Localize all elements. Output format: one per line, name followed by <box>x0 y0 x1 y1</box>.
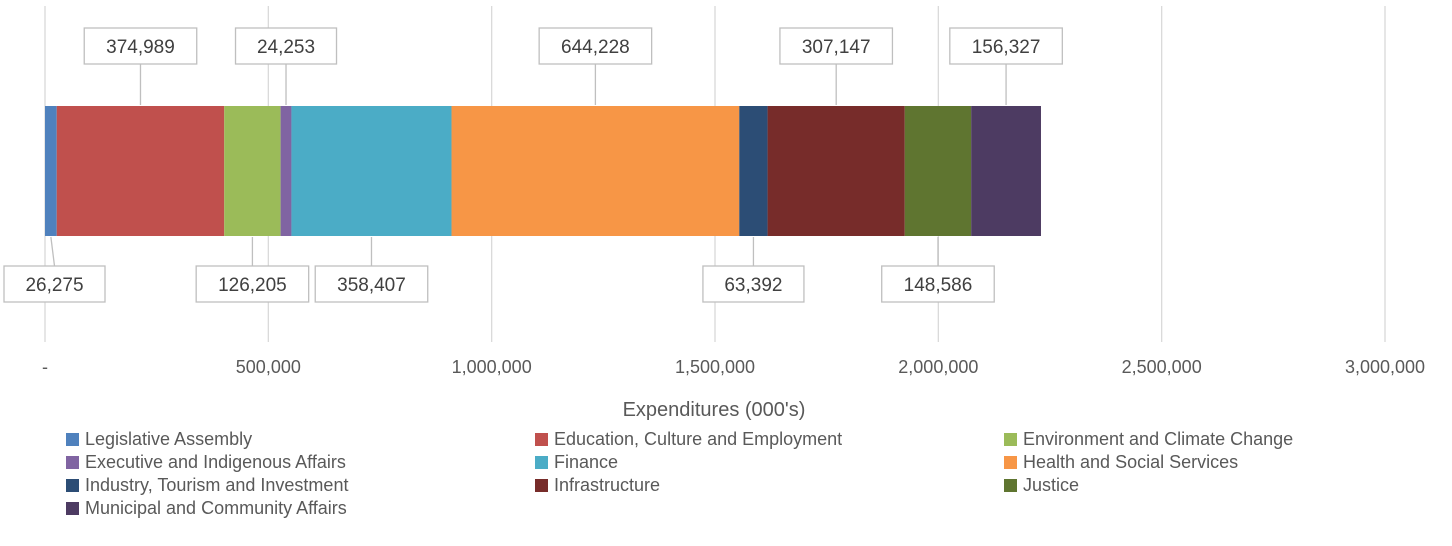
data-label: 156,327 <box>972 37 1041 58</box>
bar-segment <box>739 106 768 236</box>
data-label: 24,253 <box>257 37 315 58</box>
legend-label: Health and Social Services <box>1023 452 1238 472</box>
x-tick-label: 3,000,000 <box>1345 357 1425 377</box>
legend-item: Justice <box>1004 475 1079 495</box>
bar-segment <box>451 106 740 236</box>
bar-segment <box>904 106 972 236</box>
legend-swatch <box>1004 479 1017 492</box>
legend-item: Infrastructure <box>535 475 660 495</box>
legend-swatch <box>1004 433 1017 446</box>
legend-swatch <box>66 433 79 446</box>
bar-segment <box>45 106 57 236</box>
legend: Legislative Assembly Education, Culture a… <box>66 429 1293 518</box>
legend-label: Municipal and Community Affairs <box>85 498 347 518</box>
data-label: 644,228 <box>561 37 630 58</box>
legend-label: Legislative Assembly <box>85 429 252 449</box>
legend-label: Industry, Tourism and Investment <box>85 475 348 495</box>
legend-item: Municipal and Community Affairs <box>66 498 347 518</box>
callout-box <box>3 265 106 303</box>
legend-item: Environment and Climate Change <box>1004 429 1293 449</box>
data-label: 307,147 <box>802 37 871 58</box>
legend-item: Education, Culture and Employment <box>535 429 842 449</box>
x-axis-tick-labels: - 500,000 1,000,000 1,500,000 2,000,000 2,500… <box>42 357 1425 377</box>
legend-swatch <box>535 479 548 492</box>
data-label: 358,407 <box>337 275 406 296</box>
callout-box <box>195 265 310 303</box>
legend-item: Finance <box>535 452 618 472</box>
legend-item: Legislative Assembly <box>66 429 252 449</box>
callout-box <box>881 265 995 303</box>
legend-swatch <box>535 433 548 446</box>
legend-swatch <box>1004 456 1017 469</box>
legend-label: Education, Culture and Employment <box>554 429 842 449</box>
callout-box <box>538 27 653 65</box>
callout-box <box>779 27 894 65</box>
bar-segment <box>767 106 905 236</box>
legend-label: Infrastructure <box>554 475 660 495</box>
data-label: 148,586 <box>904 275 973 296</box>
data-label: 126,205 <box>218 275 287 296</box>
legend-item: Executive and Indigenous Affairs <box>66 452 346 472</box>
x-tick-label: 1,500,000 <box>675 357 755 377</box>
legend-label: Justice <box>1023 475 1079 495</box>
x-axis-title: Expenditures (000's) <box>623 399 806 421</box>
legend-label: Environment and Climate Change <box>1023 429 1293 449</box>
legend-swatch <box>66 456 79 469</box>
callout-box <box>83 27 198 65</box>
data-label: 26,275 <box>25 275 83 296</box>
bar-segment <box>280 106 292 236</box>
x-tick-label: - <box>42 357 48 377</box>
data-label: 63,392 <box>724 275 782 296</box>
x-tick-label: 1,000,000 <box>452 357 532 377</box>
legend-swatch <box>535 456 548 469</box>
data-label: 374,989 <box>106 37 175 58</box>
bar-segment <box>56 106 225 236</box>
callout-box <box>702 265 805 303</box>
x-tick-label: 2,000,000 <box>898 357 978 377</box>
bar-segment <box>291 106 452 236</box>
callout-box <box>314 265 429 303</box>
x-tick-label: 500,000 <box>236 357 301 377</box>
legend-label: Finance <box>554 452 618 472</box>
bar-segment <box>971 106 1041 236</box>
callout-box <box>234 27 338 65</box>
x-tick-label: 2,500,000 <box>1122 357 1202 377</box>
callout-box <box>949 27 1063 65</box>
data-label-callouts: 26,275 374,989 126,205 24,253 358,407 644,228… <box>3 27 1063 303</box>
legend-item: Industry, Tourism and Investment <box>66 475 348 495</box>
legend-swatch <box>66 479 79 492</box>
legend-swatch <box>66 502 79 515</box>
callout-leader-line <box>50 236 56 267</box>
bar-segment <box>224 106 281 236</box>
legend-label: Executive and Indigenous Affairs <box>85 452 346 472</box>
bar-segments <box>45 106 1041 236</box>
legend-item: Health and Social Services <box>1004 452 1238 472</box>
